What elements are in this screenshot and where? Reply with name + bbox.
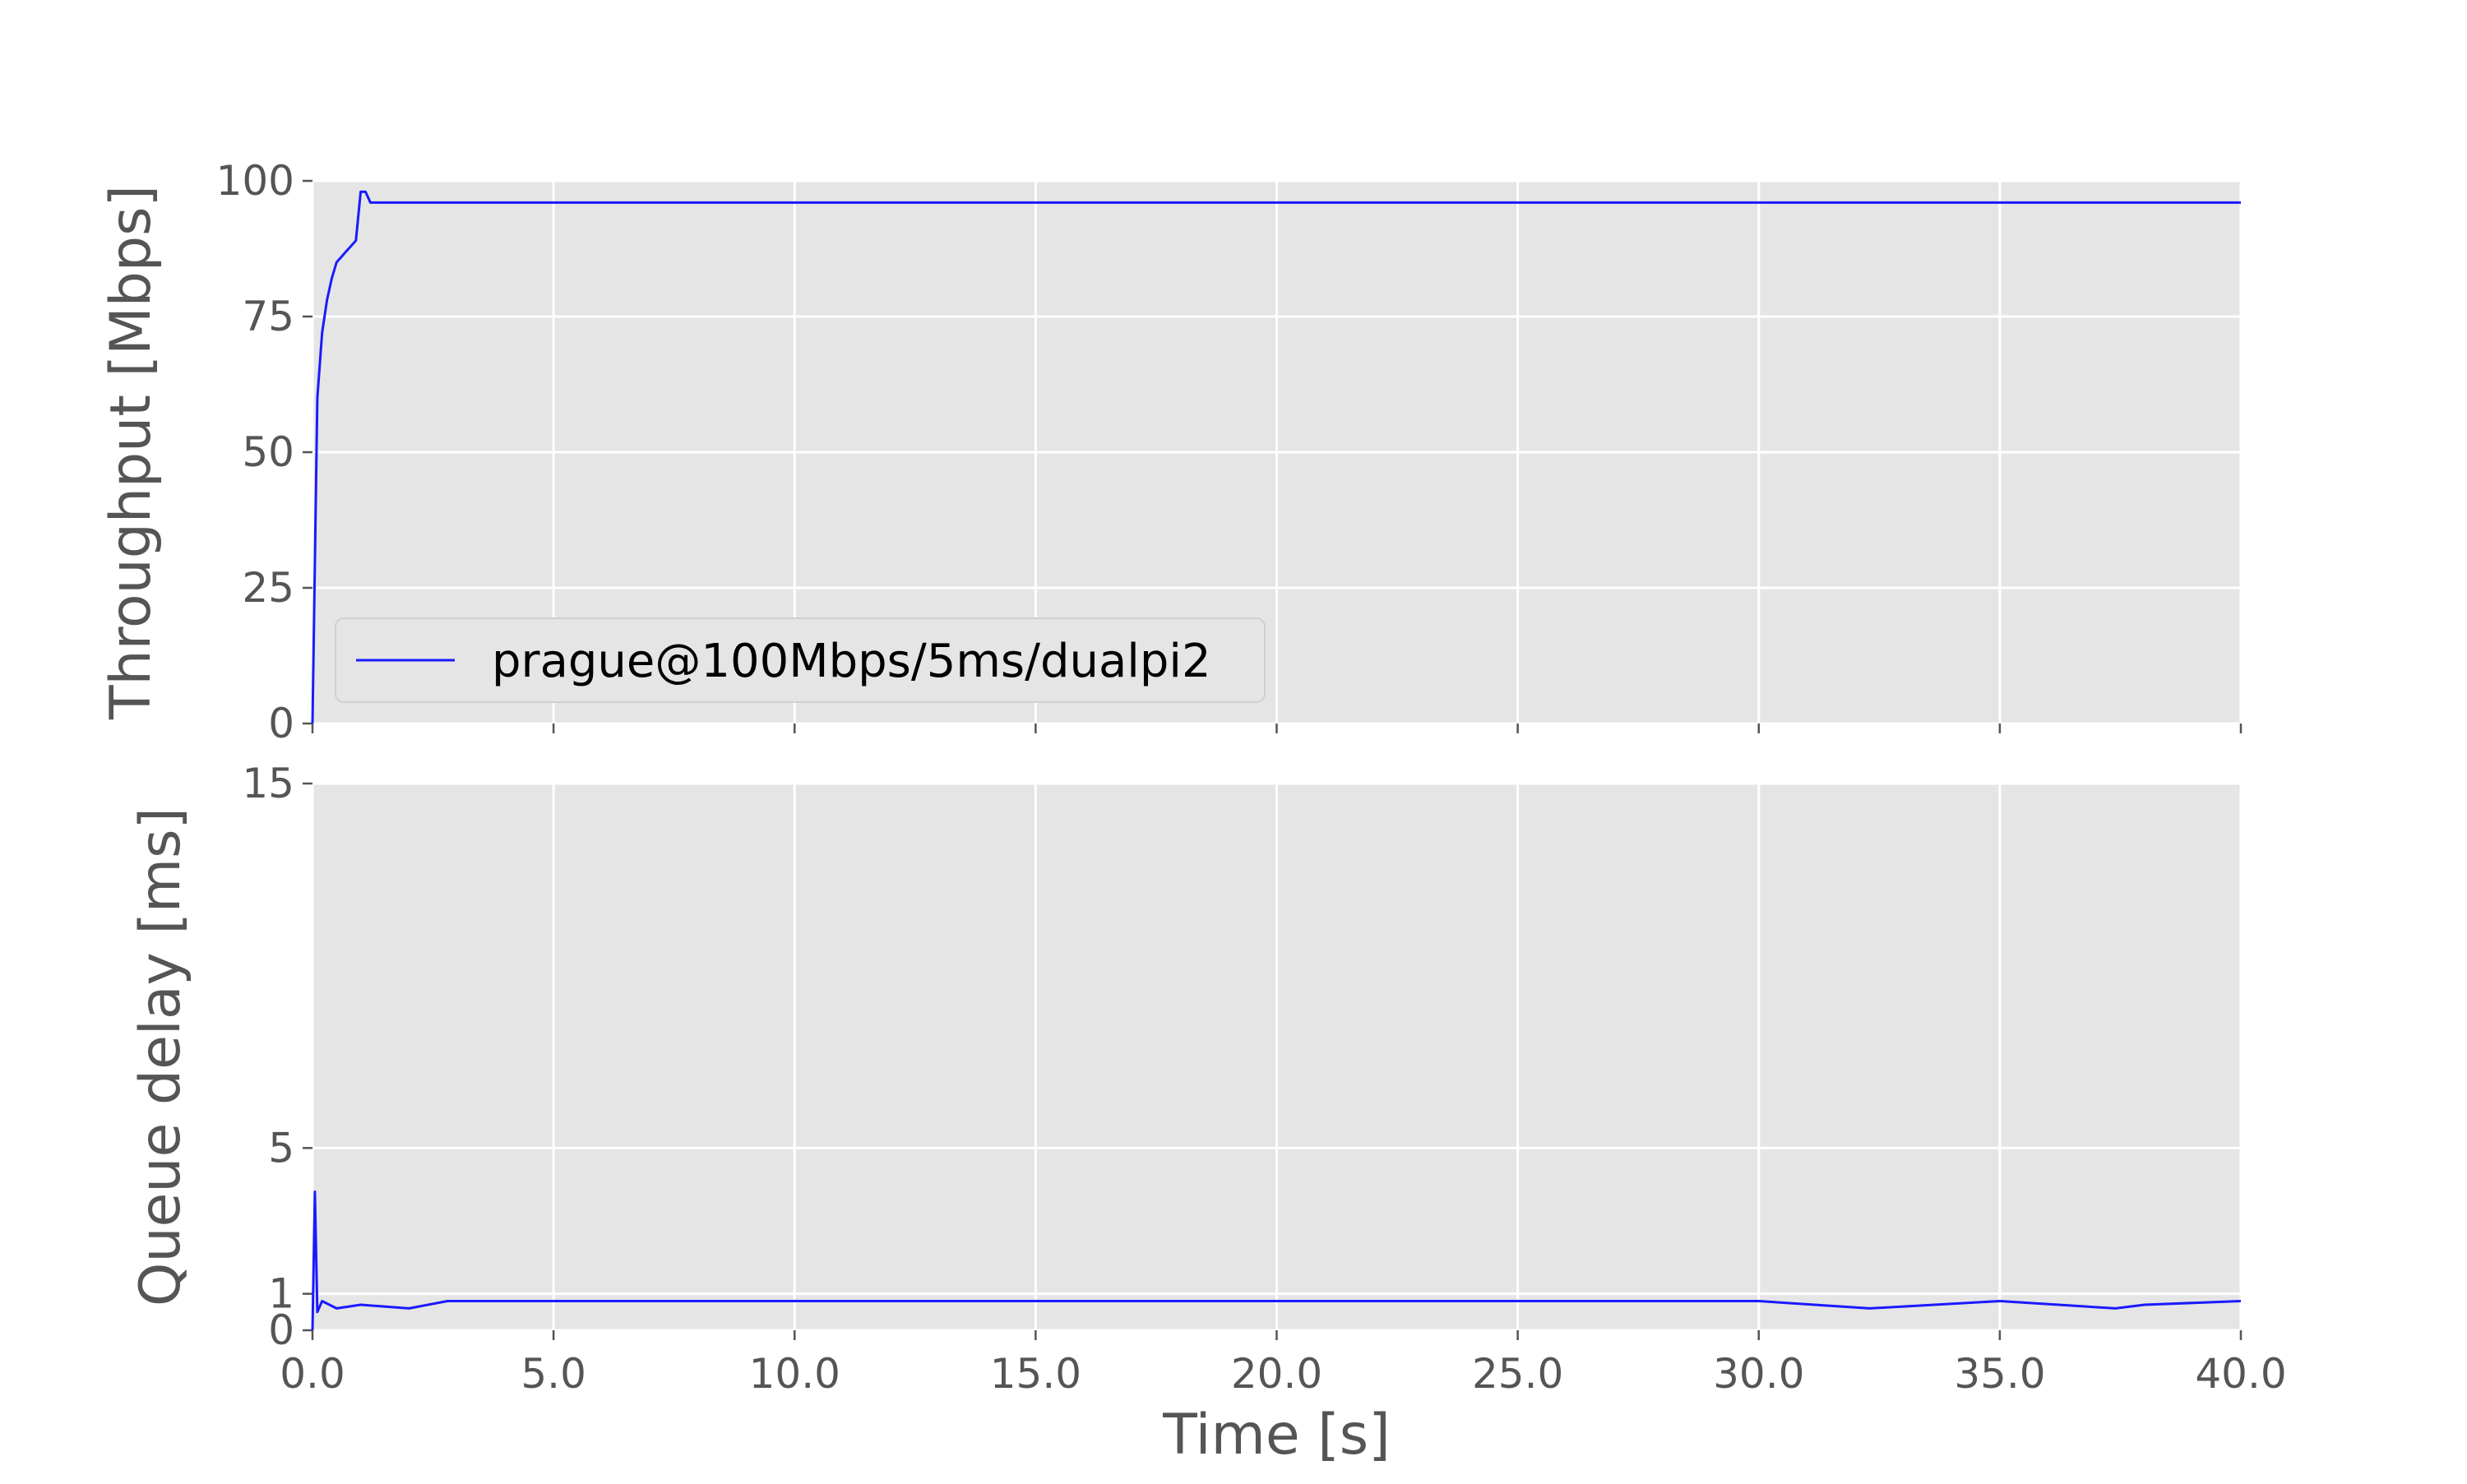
y-tick-label: 25 — [242, 564, 294, 612]
x-axis-title: Time [s] — [1162, 1403, 1391, 1468]
x-tick-label: 20.0 — [1231, 1350, 1322, 1398]
x-tick-label: 30.0 — [1713, 1350, 1804, 1398]
x-tick-label: 25.0 — [1472, 1350, 1563, 1398]
series-line — [311, 1190, 2242, 1331]
x-tick-label: 0.0 — [280, 1350, 345, 1398]
y-tick-label: 5 — [268, 1124, 294, 1172]
x-tick-label: 10.0 — [749, 1350, 840, 1398]
y-tick-label: 100 — [216, 157, 294, 205]
y-tick-label: 50 — [242, 428, 294, 476]
y-tick-label: 15 — [242, 760, 294, 807]
series-line — [311, 190, 2241, 724]
y-tick-label: 0 — [268, 700, 294, 747]
y-tick-label: 1 — [268, 1270, 294, 1318]
y-axis-title: Throughput [Mbps] — [99, 185, 164, 720]
y-tick-label: 0 — [268, 1306, 294, 1354]
y-axis-title: Queue delay [ms] — [128, 807, 193, 1306]
x-tick-label: 5.0 — [521, 1350, 586, 1398]
y-tick-label: 75 — [242, 293, 294, 340]
throughput-plot: 0 25 50 75 100 Throughput [Mbps] prague@100Mbp… — [99, 157, 2243, 747]
x-tick-label: 15.0 — [990, 1350, 1081, 1398]
legend — [335, 617, 1266, 703]
x-tick-label: 40.0 — [2195, 1350, 2286, 1398]
legend-label: prague@100Mbps/5ms/dualpi2 — [492, 635, 1211, 688]
x-tick-label: 35.0 — [1954, 1350, 2045, 1398]
